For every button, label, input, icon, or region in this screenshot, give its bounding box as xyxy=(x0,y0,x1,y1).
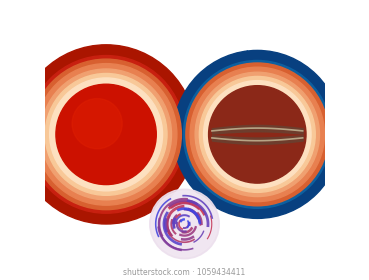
Circle shape xyxy=(56,84,156,185)
Circle shape xyxy=(190,67,324,202)
Polygon shape xyxy=(103,50,172,220)
Circle shape xyxy=(183,60,331,208)
Circle shape xyxy=(186,63,329,206)
Circle shape xyxy=(50,78,163,191)
Circle shape xyxy=(27,55,185,213)
Circle shape xyxy=(173,50,341,218)
Polygon shape xyxy=(197,50,261,220)
Circle shape xyxy=(150,189,219,259)
Circle shape xyxy=(72,99,122,149)
Circle shape xyxy=(45,73,167,195)
Circle shape xyxy=(152,191,217,257)
Circle shape xyxy=(31,59,182,210)
Circle shape xyxy=(17,45,196,224)
Circle shape xyxy=(204,81,311,188)
Circle shape xyxy=(199,76,315,192)
Circle shape xyxy=(195,72,320,197)
Circle shape xyxy=(41,69,172,200)
Text: shutterstock.com · 1059434411: shutterstock.com · 1059434411 xyxy=(123,268,246,277)
Circle shape xyxy=(35,64,177,205)
Circle shape xyxy=(208,86,306,183)
